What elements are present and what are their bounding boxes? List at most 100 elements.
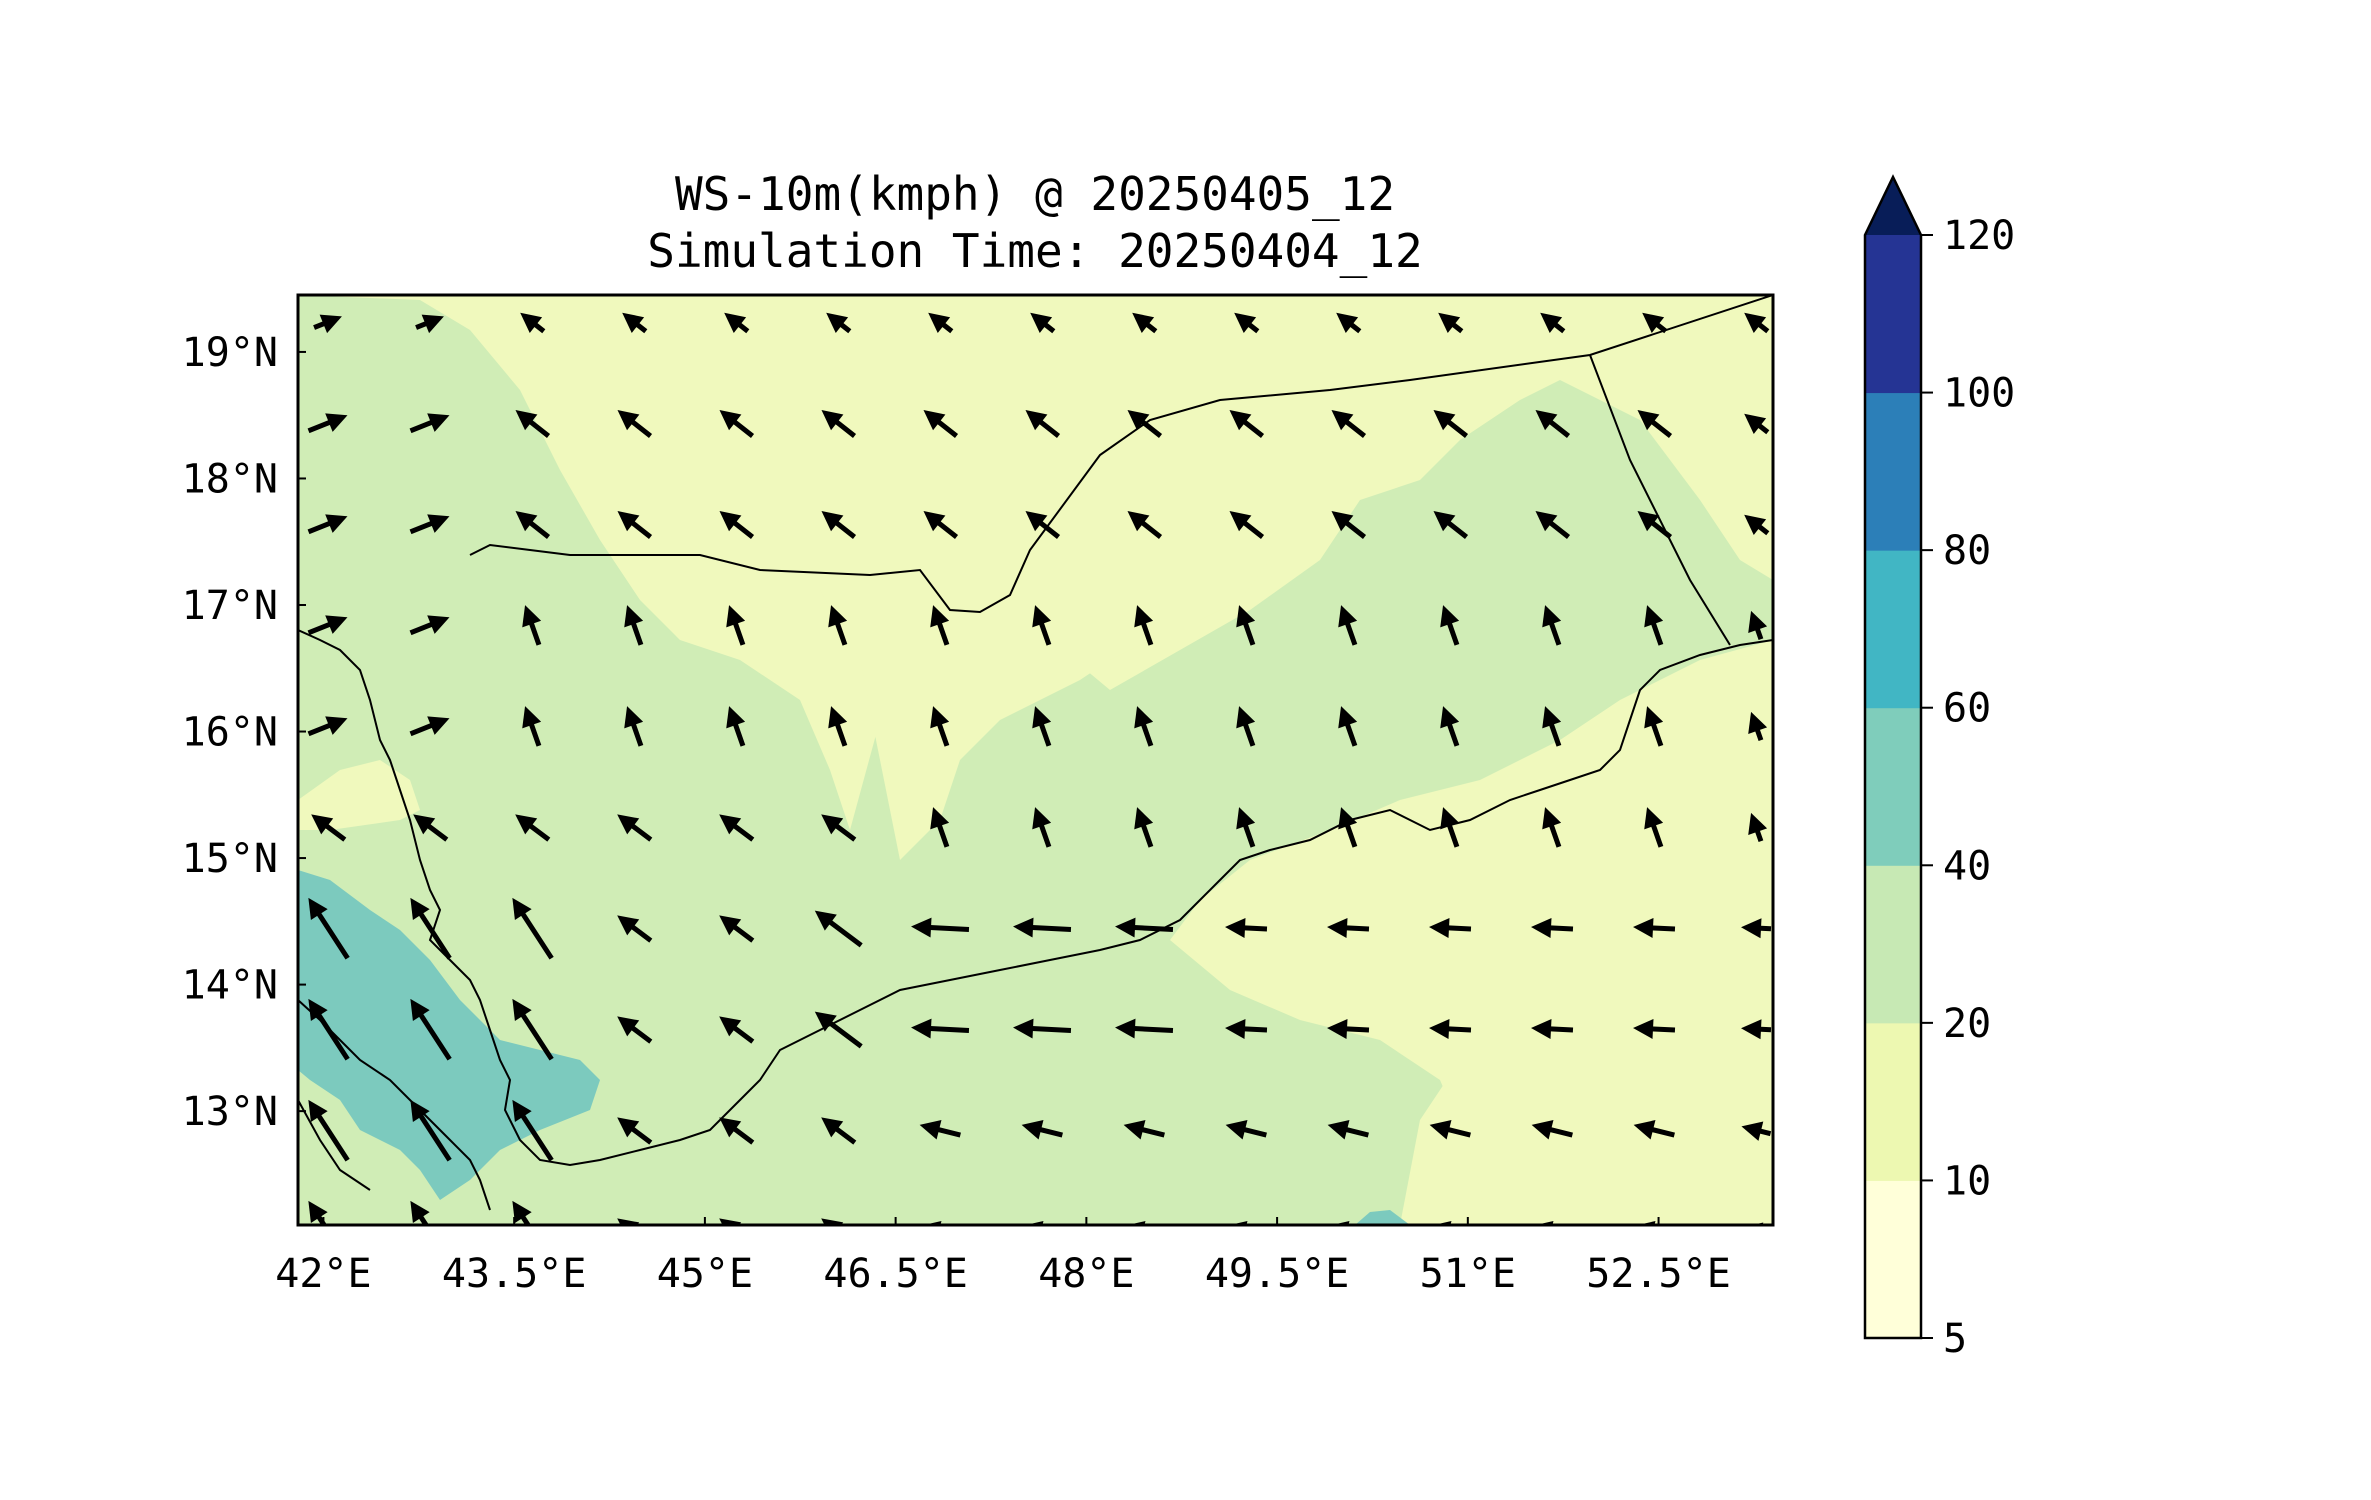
wind-arrow — [624, 605, 644, 646]
wind-arrow — [520, 312, 546, 334]
wind-arrow — [1338, 706, 1358, 747]
wind-arrow — [1234, 312, 1260, 334]
wind-arrow — [308, 1200, 328, 1225]
wind-arrow — [1748, 610, 1768, 640]
wind-arrow — [413, 814, 449, 842]
wind-arrow — [1025, 410, 1061, 438]
wind-arrow — [726, 605, 746, 646]
wind-arrow — [1134, 807, 1154, 848]
wind-arrow — [1127, 410, 1163, 438]
wind-arrow — [617, 410, 653, 438]
wind-arrow — [1542, 605, 1562, 646]
latitude-axis: 13°N 14°N 15°N 16°N 17°N 18°N 19°N — [182, 330, 306, 1135]
colorbar-bin — [1865, 1022, 1921, 1181]
wind-arrow — [826, 312, 852, 334]
wind-zone-10-20-north-coast — [298, 760, 420, 830]
lon-tick-label: 49.5°E — [1205, 1251, 1350, 1297]
wind-arrow — [1633, 917, 1676, 938]
wind-arrow — [522, 706, 542, 747]
wind-arrow — [522, 605, 542, 646]
wind-arrow — [1748, 711, 1768, 741]
wind-arrow — [1127, 511, 1163, 539]
wind-arrow — [307, 615, 348, 636]
lat-tick-label: 17°N — [182, 583, 278, 629]
wind-arrow — [415, 314, 444, 334]
wind-vector-field — [307, 312, 1772, 1225]
wind-arrow — [617, 814, 653, 842]
wind-arrow — [1338, 605, 1358, 646]
wind-arrow — [919, 1120, 961, 1140]
wind-arrow — [1134, 706, 1154, 747]
colorbar-bin — [1865, 707, 1921, 866]
colorbar-bin — [1865, 865, 1921, 1024]
wind-arrow — [1633, 1018, 1676, 1039]
wind-arrow — [1225, 917, 1268, 938]
wind-arrow — [1429, 917, 1472, 938]
colorbar-tick-label: 20 — [1943, 1001, 1991, 1047]
wind-arrow — [1115, 917, 1174, 938]
wind-arrow — [719, 1117, 755, 1145]
lat-tick-label: 13°N — [182, 1089, 278, 1135]
wind-arrow — [313, 314, 342, 334]
wind-arrow — [724, 312, 750, 334]
wind-arrow — [1433, 511, 1469, 539]
title-line-1: WS-10m(kmph) @ 20250405_12 — [675, 167, 1395, 221]
oman-yemen-border — [1589, 354, 1731, 646]
longitude-axis: 42°E 43.5°E 45°E 46.5°E 48°E 49.5°E 51°E 52.5°E — [275, 1217, 1731, 1297]
wind-arrow — [409, 413, 450, 434]
wind-arrow — [828, 706, 848, 747]
lat-tick-label: 18°N — [182, 456, 278, 502]
wind-arrow — [1633, 1120, 1675, 1140]
wind-arrow — [930, 605, 950, 646]
wind-arrow — [1331, 511, 1367, 539]
lon-tick-label: 51°E — [1420, 1251, 1516, 1297]
wind-arrow — [512, 897, 554, 960]
wind-arrow — [515, 814, 551, 842]
wind-arrow — [307, 716, 348, 737]
title-line-2: Simulation Time: 20250404_12 — [647, 224, 1422, 278]
wind-arrow — [1229, 511, 1265, 539]
wind-arrow — [821, 814, 857, 842]
wind-arrow — [923, 410, 959, 438]
wind-arrow — [1535, 511, 1571, 539]
wind-arrow — [311, 814, 347, 842]
colorbar: 5 10 20 40 60 80 100 120 — [1863, 174, 2015, 1362]
lon-tick-label: 43.5°E — [442, 1251, 587, 1297]
wind-arrow — [512, 1200, 532, 1225]
wind-arrow — [1236, 605, 1256, 646]
lon-tick-label: 45°E — [657, 1251, 753, 1297]
wind-arrow — [930, 807, 950, 848]
wind-arrow — [515, 410, 551, 438]
wind-arrow — [308, 998, 350, 1061]
wind-arrow — [1540, 312, 1566, 334]
wind-arrow — [1741, 1019, 1772, 1040]
wind-arrow — [1744, 413, 1770, 435]
lat-tick-label: 16°N — [182, 710, 278, 756]
wind-arrow — [1644, 706, 1664, 747]
wind-arrow — [1438, 312, 1464, 334]
wind-arrow — [1032, 605, 1052, 646]
wind-arrow — [719, 410, 755, 438]
wind-arrow — [624, 706, 644, 747]
colorbar-tick-label: 40 — [1943, 843, 1991, 889]
colorbar-outline — [1863, 174, 1923, 1340]
wind-arrow — [814, 1011, 863, 1049]
wind-arrow — [512, 1099, 554, 1162]
wind-arrow — [1327, 1120, 1369, 1140]
wind-arrow — [911, 917, 970, 938]
colorbar-bin — [1865, 392, 1921, 551]
wind-arrow — [719, 511, 755, 539]
wind-arrow — [928, 312, 954, 334]
colorbar-tick-label: 80 — [1943, 528, 1991, 574]
wind-arrow — [726, 706, 746, 747]
wind-arrow — [1741, 918, 1772, 939]
wind-arrow — [719, 1218, 742, 1225]
wind-zone-10-20-plateau — [760, 510, 1270, 860]
lon-tick-label: 52.5°E — [1586, 1251, 1731, 1297]
wind-arrow — [821, 1117, 857, 1145]
wind-arrow — [617, 1016, 653, 1044]
wind-arrow — [1115, 1018, 1174, 1039]
wind-arrow — [1542, 807, 1562, 848]
wind-arrow — [1327, 917, 1370, 938]
